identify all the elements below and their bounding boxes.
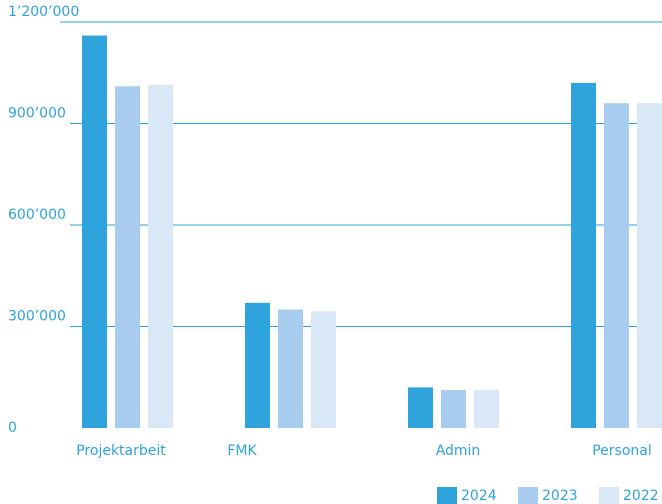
x-tick-label: Projektarbeit bbox=[76, 443, 166, 459]
bar bbox=[148, 84, 173, 428]
x-tick-label: FMK bbox=[227, 443, 257, 459]
bar bbox=[637, 103, 662, 428]
legend-label: 2023 bbox=[542, 488, 578, 504]
y-tick-label: 0 bbox=[8, 420, 17, 436]
y-tick-label: 1’200’000 bbox=[8, 4, 79, 20]
legend-label: 2022 bbox=[623, 488, 659, 504]
bar bbox=[474, 390, 499, 428]
y-tick-label: 900’000 bbox=[8, 106, 66, 122]
x-tick-label: Personal bbox=[592, 443, 652, 459]
y-tick-label: 300’000 bbox=[8, 309, 66, 325]
legend-swatch bbox=[518, 487, 538, 504]
bar bbox=[82, 35, 107, 429]
bar bbox=[245, 302, 270, 428]
bar bbox=[441, 390, 466, 428]
legend-swatch bbox=[599, 487, 619, 504]
bar bbox=[115, 86, 140, 429]
bar bbox=[571, 82, 596, 429]
bar bbox=[408, 387, 433, 428]
bar bbox=[604, 103, 629, 428]
legend-label: 2024 bbox=[461, 488, 497, 504]
legend-swatch bbox=[437, 487, 457, 504]
y-tick-label: 600’000 bbox=[8, 207, 66, 223]
bar bbox=[278, 309, 303, 428]
bar bbox=[311, 311, 336, 428]
x-tick-label: Admin bbox=[436, 443, 481, 459]
